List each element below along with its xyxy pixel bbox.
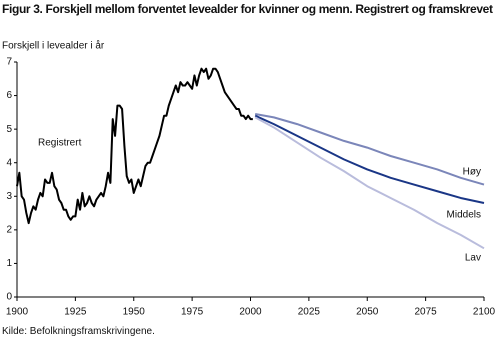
x-tick-label: 1925 <box>64 307 87 318</box>
chart-title: Figur 3. Forskjell mellom forventet leve… <box>2 2 493 16</box>
x-tick-label: 2025 <box>298 307 321 318</box>
series-line <box>254 116 485 250</box>
x-tick-label: 2050 <box>356 307 379 318</box>
y-tick-label: 1 <box>6 258 12 269</box>
y-axis-label: Forskjell i levealder i år <box>2 40 105 52</box>
y-tick-label: 2 <box>6 224 12 235</box>
y-tick-label: 3 <box>6 191 12 202</box>
source: Kilde: Befolkningsframskrivingene. <box>2 326 155 337</box>
series-label: Høy <box>463 167 481 178</box>
y-tick-label: 0 <box>6 292 12 303</box>
x-tick-label: 2000 <box>239 307 262 318</box>
series-label: Lav <box>465 253 481 264</box>
series-line <box>16 67 253 225</box>
y-tick-label: 6 <box>6 90 12 101</box>
x-tick-label: 1950 <box>123 307 146 318</box>
series-label: Registrert <box>38 138 82 149</box>
series-label: Middels <box>447 210 481 221</box>
series-line <box>254 113 485 186</box>
x-tick-label: 1975 <box>181 307 204 318</box>
y-tick-label: 4 <box>6 157 12 168</box>
series-line <box>254 114 485 204</box>
x-tick-label: 1900 <box>6 307 29 318</box>
x-tick-label: 2075 <box>415 307 438 318</box>
y-tick-label: 5 <box>6 124 12 135</box>
y-tick-label: 7 <box>6 57 12 68</box>
x-tick-label: 2100 <box>473 307 496 318</box>
